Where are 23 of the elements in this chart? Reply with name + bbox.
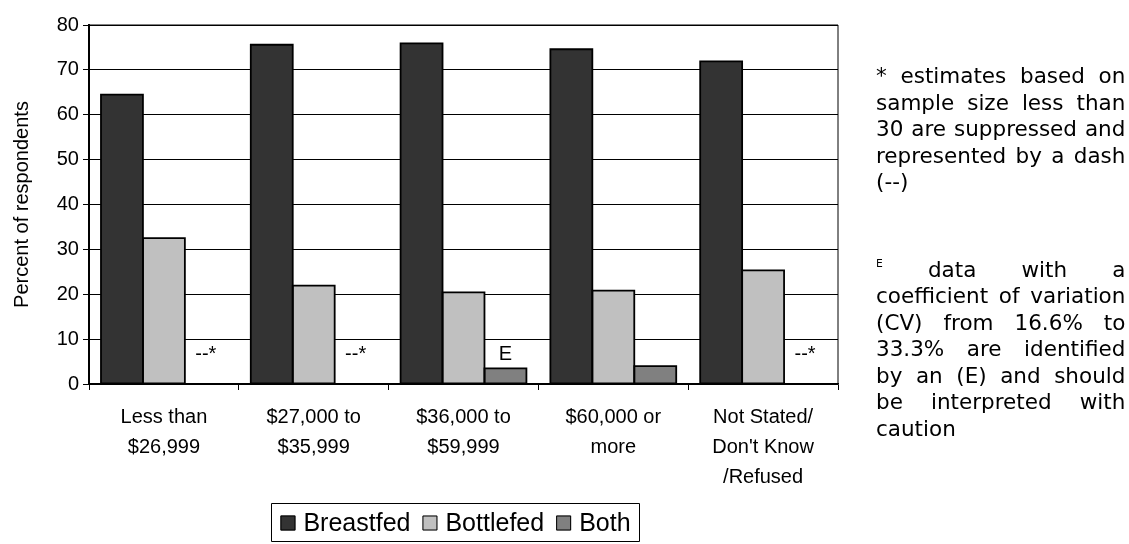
y-tick-label: 0	[67, 371, 79, 394]
y-tick-label: 10	[56, 326, 79, 349]
legend-label: Both	[579, 507, 631, 536]
y-axis-title: Percent of respondents	[9, 101, 32, 308]
y-tick-label: 40	[56, 192, 79, 215]
y-tick-label: 70	[56, 57, 79, 80]
x-tick-label: Not Stated/ Don't Know /Refused	[712, 404, 815, 487]
y-tick-label: 30	[56, 236, 79, 259]
text: --*	[195, 341, 217, 364]
data-label: E	[498, 341, 513, 364]
text: --*	[794, 341, 816, 364]
y-tick-label: 80	[56, 12, 79, 35]
y-tick-label: 60	[56, 102, 79, 125]
text: * estimates based on sample size less than 30 are suppressed and represented by a dash (--)	[876, 63, 1126, 196]
x-tick-label: $36,000 to $59,999	[416, 404, 511, 457]
x-tick-label: $27,000 to $35,999	[266, 404, 361, 457]
y-tick-label: 50	[56, 147, 79, 170]
legend-label: Breastfed	[303, 507, 411, 536]
y-tick-label: 20	[56, 281, 79, 304]
text: --*	[345, 341, 367, 364]
x-tick-label: Less than $26,999	[120, 404, 208, 457]
legend-label: Bottlefed	[445, 507, 545, 536]
x-tick-label: $60,000 or more	[565, 404, 662, 457]
